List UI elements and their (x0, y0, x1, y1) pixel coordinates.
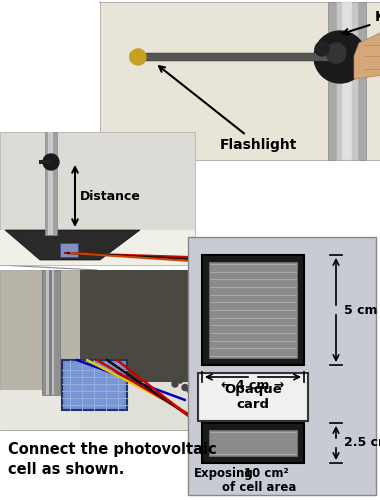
Polygon shape (354, 31, 380, 79)
Polygon shape (5, 230, 140, 260)
Circle shape (192, 390, 198, 396)
Text: Exposing: Exposing (194, 467, 254, 480)
Bar (0, 132, 195, 265)
Bar (328, 2, 366, 160)
Bar (0, 390, 195, 430)
Text: Knob: Knob (343, 10, 380, 34)
Circle shape (182, 384, 188, 390)
Text: 10 cm²: 10 cm² (244, 467, 289, 480)
Text: Opaque
card: Opaque card (224, 382, 282, 412)
Circle shape (315, 42, 329, 56)
Bar (60, 243, 78, 257)
Circle shape (43, 154, 59, 170)
Bar (48, 132, 53, 235)
Bar (130, 53, 340, 61)
Circle shape (130, 49, 146, 65)
Bar (332, 35, 348, 79)
Text: 2.5 cm: 2.5 cm (344, 436, 380, 450)
Bar (336, 2, 358, 160)
Text: of cell area: of cell area (222, 481, 296, 494)
Text: ← 4 cm →: ← 4 cm → (222, 379, 285, 392)
Text: Connect the photovoltaic
cell as shown.: Connect the photovoltaic cell as shown. (8, 442, 217, 477)
Bar (46, 270, 54, 395)
Bar (0, 230, 195, 265)
Bar (62, 360, 127, 410)
Bar (42, 270, 60, 395)
Bar (80, 382, 195, 430)
Text: 5 cm: 5 cm (344, 304, 377, 316)
Bar (209, 262, 297, 358)
Bar (80, 270, 195, 385)
Bar (39, 160, 51, 164)
Bar (202, 423, 304, 463)
Bar (45, 132, 57, 235)
Bar (65, 363, 124, 407)
Text: Flashlight: Flashlight (159, 66, 298, 152)
Bar (100, 2, 380, 160)
Circle shape (177, 377, 183, 383)
Text: Distance: Distance (80, 190, 141, 202)
Circle shape (187, 387, 193, 393)
Bar (198, 373, 308, 421)
Circle shape (314, 31, 366, 83)
Bar (209, 430, 297, 456)
Bar (202, 255, 304, 365)
Bar (188, 237, 376, 495)
Circle shape (326, 43, 346, 63)
Circle shape (172, 381, 178, 387)
Bar (342, 2, 352, 160)
Bar (0, 270, 195, 430)
Bar (49, 270, 52, 395)
